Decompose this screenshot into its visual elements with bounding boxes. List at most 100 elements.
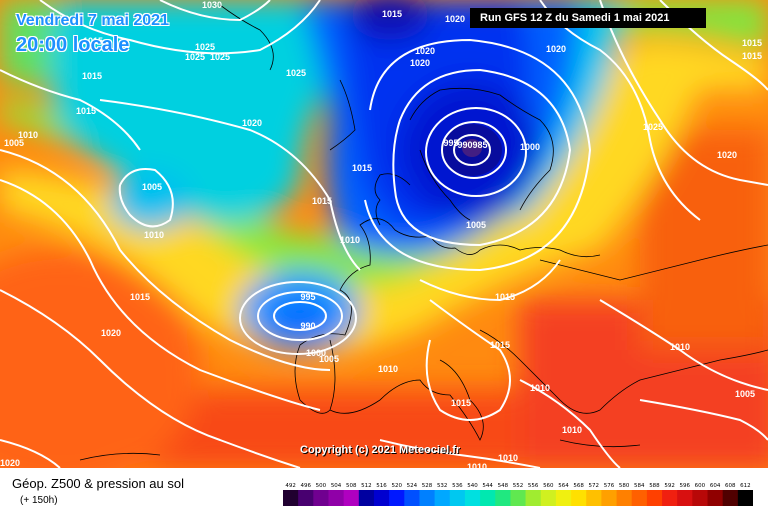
scale-swatch bbox=[495, 490, 511, 506]
scale-swatch bbox=[707, 490, 724, 506]
scale-tick-label: 596 bbox=[680, 483, 691, 489]
scale-tick-label: 516 bbox=[376, 483, 387, 489]
scale-tick-label: 564 bbox=[558, 483, 569, 489]
isobar-label: 1010 bbox=[670, 342, 690, 352]
forecast-map: 1030 1015 1020 1015 1025 1025 1025 1015 1015 1025… bbox=[0, 0, 768, 468]
scale-swatch bbox=[449, 490, 466, 506]
scale-swatch bbox=[677, 490, 693, 506]
scale-swatch bbox=[540, 490, 557, 506]
scale-swatch bbox=[692, 490, 708, 506]
scale-swatch bbox=[631, 490, 648, 506]
isobar-label: 1010 bbox=[18, 130, 38, 140]
isobar-label: 1020 bbox=[717, 150, 737, 160]
isobar-label: 990 bbox=[300, 321, 315, 331]
isobar-label: 990 bbox=[457, 140, 472, 150]
scale-swatch bbox=[419, 490, 436, 506]
scale-swatch bbox=[601, 490, 617, 506]
isobar-label: 1025 bbox=[195, 42, 215, 52]
isobar-label: 1020 bbox=[546, 44, 566, 54]
isobar-label: 1000 bbox=[520, 142, 540, 152]
isobar-label: 1020 bbox=[410, 58, 430, 68]
scale-tick-label: 568 bbox=[573, 483, 584, 489]
isobar-label: 1015 bbox=[130, 292, 150, 302]
scale-tick-label: 504 bbox=[331, 483, 342, 489]
scale-swatch bbox=[646, 490, 663, 506]
scale-tick-label: 540 bbox=[467, 483, 478, 489]
isobar-label: 1020 bbox=[445, 14, 465, 24]
color-scale-legend: 492 496 500 504 508 512 516 520 524 528 532 536 540 5… bbox=[283, 483, 753, 506]
scale-swatch bbox=[722, 490, 739, 506]
scale-swatch bbox=[313, 490, 329, 506]
isobars bbox=[0, 0, 768, 468]
footer-bar: Géop. Z500 & pression au sol (+ 150h) 49… bbox=[0, 468, 768, 512]
scale-swatch bbox=[373, 490, 390, 506]
isobar-label: 1020 bbox=[415, 46, 435, 56]
scale-tick-label: 508 bbox=[346, 483, 357, 489]
isobar-label: 1015 bbox=[83, 36, 103, 46]
model-run-info: Run GFS 12 Z du Samedi 1 mai 2021 bbox=[470, 8, 706, 28]
isobar-label: 1015 bbox=[451, 398, 471, 408]
scale-swatch bbox=[525, 490, 542, 506]
isobar-label: 1005 bbox=[4, 138, 24, 148]
scale-tick-label: 520 bbox=[391, 483, 402, 489]
isobar-label: 1010 bbox=[467, 462, 487, 468]
isobar-label: 1005 bbox=[142, 182, 162, 192]
isobar-label: 1025 bbox=[185, 52, 205, 62]
isobar-label: 1020 bbox=[242, 118, 262, 128]
isobar-label: 1015 bbox=[76, 106, 96, 116]
scale-swatch bbox=[404, 490, 420, 506]
scale-swatch bbox=[662, 490, 678, 506]
scale-tick-label: 552 bbox=[513, 483, 524, 489]
color-field bbox=[0, 0, 768, 468]
isobar-label: 1015 bbox=[352, 163, 372, 173]
isobar-label: 1010 bbox=[530, 383, 550, 393]
isobar-label: 1005 bbox=[735, 389, 755, 399]
isobar-label: 1015 bbox=[82, 71, 102, 81]
scale-tick-labels: 492 496 500 504 508 512 516 520 524 528 532 536 540 5… bbox=[285, 483, 750, 489]
scale-swatch bbox=[328, 490, 345, 506]
scale-tick-label: 500 bbox=[316, 483, 327, 489]
copyright-notice: Copyright (c) 2021 Meteociel.fr bbox=[300, 444, 461, 456]
scale-swatch bbox=[283, 490, 299, 506]
scale-tick-label: 584 bbox=[634, 483, 645, 489]
scale-swatch bbox=[586, 490, 602, 506]
isobar-label: 1025 bbox=[643, 122, 663, 132]
isobar-label: 1015 bbox=[495, 292, 515, 302]
scale-tick-label: 556 bbox=[528, 483, 539, 489]
isobar-label: 1005 bbox=[319, 354, 339, 364]
scale-tick-label: 560 bbox=[543, 483, 554, 489]
scale-tick-label: 492 bbox=[285, 483, 296, 489]
isobar-label: 1015 bbox=[490, 340, 510, 350]
isobar-label: 1020 bbox=[101, 328, 121, 338]
scale-tick-label: 528 bbox=[422, 483, 433, 489]
scale-tick-label: 532 bbox=[437, 483, 448, 489]
isobar-label: 1025 bbox=[286, 68, 306, 78]
isobar-label: 1010 bbox=[144, 230, 164, 240]
scale-tick-label: 588 bbox=[649, 483, 660, 489]
isobar-label: 1010 bbox=[562, 425, 582, 435]
isobar-label: 1005 bbox=[466, 220, 486, 230]
scale-tick-label: 576 bbox=[604, 483, 615, 489]
coastlines bbox=[79, 4, 768, 461]
scale-tick-label: 580 bbox=[619, 483, 630, 489]
forecast-local-time: 20:00 locale bbox=[16, 34, 130, 56]
isobar-label: 1015 bbox=[382, 9, 402, 19]
scale-swatches bbox=[283, 490, 753, 506]
scale-tick-label: 600 bbox=[695, 483, 706, 489]
isobar-label: 1010 bbox=[340, 235, 360, 245]
scale-tick-label: 536 bbox=[452, 483, 463, 489]
scale-tick-label: 592 bbox=[664, 483, 675, 489]
scale-swatch bbox=[434, 490, 451, 506]
scale-tick-label: 524 bbox=[407, 483, 418, 489]
scale-swatch bbox=[389, 490, 405, 506]
isobar-label: 995 bbox=[300, 292, 315, 302]
scale-tick-label: 572 bbox=[589, 483, 600, 489]
scale-tick-label: 612 bbox=[740, 483, 751, 489]
scale-swatch bbox=[737, 490, 753, 506]
scale-swatch bbox=[480, 490, 496, 506]
scale-tick-label: 608 bbox=[725, 483, 736, 489]
isobar-label: 1020 bbox=[0, 458, 20, 468]
isobar-label: 1025 bbox=[210, 52, 230, 62]
